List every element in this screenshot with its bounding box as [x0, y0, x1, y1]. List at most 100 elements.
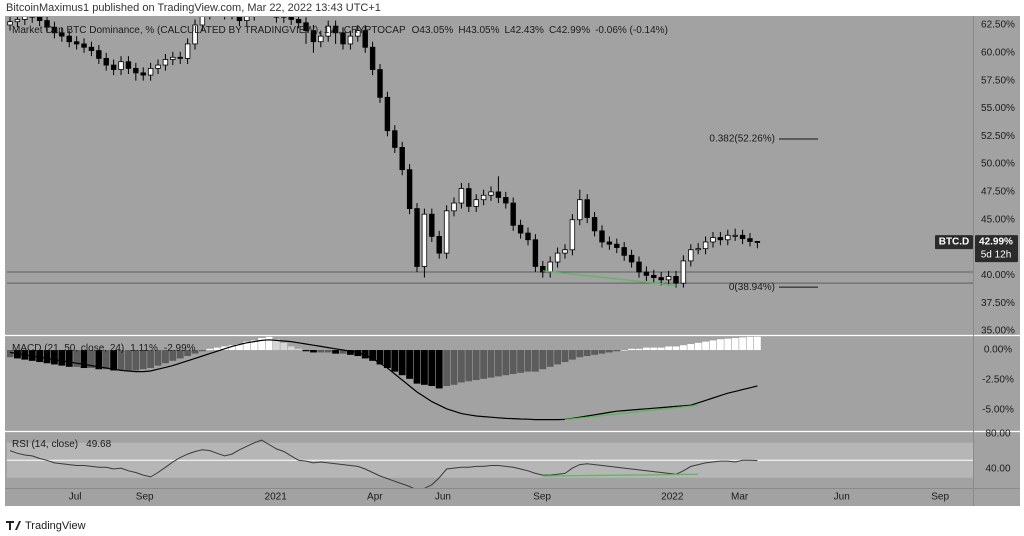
macd-histogram-bar	[169, 350, 177, 361]
macd-histogram-bar	[184, 350, 192, 357]
candle-body	[125, 61, 132, 69]
macd-histogram-bar	[450, 350, 458, 385]
candle-body	[355, 30, 361, 37]
overlay: Market Cap BTC Dominance, % (CALCULATED …	[12, 20, 1018, 503]
candle-body	[273, 17, 280, 18]
candle-body	[347, 35, 354, 45]
candle-body	[288, 17, 294, 20]
legend-title: Market Cap BTC Dominance, % (CALCULATED …	[12, 25, 406, 36]
macd-histogram-bar	[317, 350, 325, 353]
candle-body	[110, 64, 117, 70]
candle-body	[480, 194, 487, 201]
macd-histogram-bar	[421, 350, 428, 385]
x-tick-label: Mar	[731, 492, 749, 503]
macd-histogram-bar	[746, 336, 754, 351]
macd-histogram-bar	[724, 338, 732, 351]
candle-body	[399, 147, 405, 171]
candle-body	[36, 17, 43, 21]
macd-histogram-bar	[376, 350, 384, 365]
legend-title: RSI (14, close)	[12, 439, 78, 450]
candle-body	[725, 234, 731, 241]
candle-body	[199, 17, 206, 26]
macd-histogram-bar	[102, 350, 110, 370]
y-tick-label: 80.00	[985, 429, 1010, 440]
candle-body	[517, 224, 524, 234]
macd-histogram-bar	[369, 350, 377, 361]
price-legend: Market Cap BTC Dominance, % (CALCULATED …	[12, 25, 668, 36]
candle-body	[118, 61, 124, 70]
macd-histogram-bar	[332, 350, 340, 354]
macd-histogram-bar	[236, 344, 243, 351]
macd-histogram-bar	[110, 350, 118, 371]
candle-body	[547, 261, 553, 273]
legend-title: MACD (21, 50, close, 24)	[12, 343, 124, 354]
candle-body	[436, 236, 442, 254]
trendline	[542, 473, 699, 477]
macd-histogram-bar	[687, 344, 695, 351]
bar-countdown: 5d 12h	[981, 250, 1012, 261]
macd-histogram-bar	[657, 347, 665, 351]
macd-histogram-bar	[554, 350, 561, 365]
macd-histogram-bar	[80, 350, 88, 369]
trendline	[564, 404, 699, 421]
macd-histogram-bar	[43, 350, 51, 364]
x-tick-label: 2022	[661, 492, 684, 503]
candle-body	[73, 41, 80, 45]
macd-pane	[7, 336, 761, 421]
macd-histogram-bar	[213, 347, 221, 351]
y-tick-label: 57.50%	[981, 75, 1015, 86]
macd-histogram-bar	[620, 350, 628, 351]
candle-body	[66, 35, 72, 43]
macd-histogram-bar	[391, 350, 399, 372]
macd-histogram-bar	[494, 350, 502, 377]
y-tick-label: 55.00%	[981, 103, 1015, 114]
x-tick-label: Sep	[136, 492, 154, 503]
candle-body	[147, 68, 154, 76]
macd-histogram-bar	[628, 348, 635, 351]
macd-histogram-bar	[576, 350, 584, 358]
macd-histogram-bar	[265, 336, 273, 351]
candle-body	[140, 72, 146, 76]
macd-histogram-bar	[591, 350, 598, 355]
candle-body	[695, 248, 701, 251]
macd-histogram-bar	[679, 345, 687, 351]
rsi-legend: RSI (14, close) 49.68	[12, 439, 112, 450]
macd-histogram-bar	[524, 350, 532, 372]
macd-histogram-bar	[672, 346, 680, 351]
candle-body	[532, 239, 539, 267]
macd-histogram-bar	[517, 350, 524, 373]
candle-body	[184, 43, 191, 59]
macd-histogram-bar	[95, 350, 103, 370]
macd-histogram-bar	[546, 350, 554, 367]
legend-change: -0.06% (-0.14%)	[595, 25, 668, 36]
macd-histogram-bar	[324, 350, 332, 353]
macd-histogram-bar	[435, 350, 443, 389]
candle-body	[192, 24, 198, 45]
candle-body	[710, 237, 716, 243]
macd-histogram-bar	[443, 350, 451, 387]
candle-body	[162, 59, 169, 66]
macd-histogram-bar	[509, 350, 517, 375]
macd-histogram-bar	[206, 348, 214, 351]
y-tick-label: 40.00%	[981, 270, 1015, 281]
macd-histogram-bar	[176, 350, 184, 359]
macd-histogram-bar	[739, 337, 746, 351]
candle-body	[429, 213, 435, 237]
candle-body	[636, 261, 642, 273]
y-tick-label: 35.00%	[981, 326, 1015, 337]
candle-body	[325, 25, 331, 37]
macd-histogram-bar	[228, 345, 236, 351]
macd-histogram-bar	[36, 350, 44, 363]
y-tick-label: 52.50%	[981, 131, 1015, 142]
macd-histogram-bar	[428, 350, 436, 387]
candle-body	[155, 64, 161, 69]
candle-body	[88, 46, 95, 52]
fib-label: 0.382(52.26%)	[709, 134, 775, 145]
macd-histogram-bar	[465, 350, 473, 382]
candle-body	[362, 30, 368, 48]
trendline	[542, 270, 677, 287]
macd-histogram-bar	[561, 350, 569, 363]
candle-body	[377, 69, 383, 98]
candle-body	[540, 266, 546, 273]
legend-close: C42.99%	[549, 25, 590, 36]
